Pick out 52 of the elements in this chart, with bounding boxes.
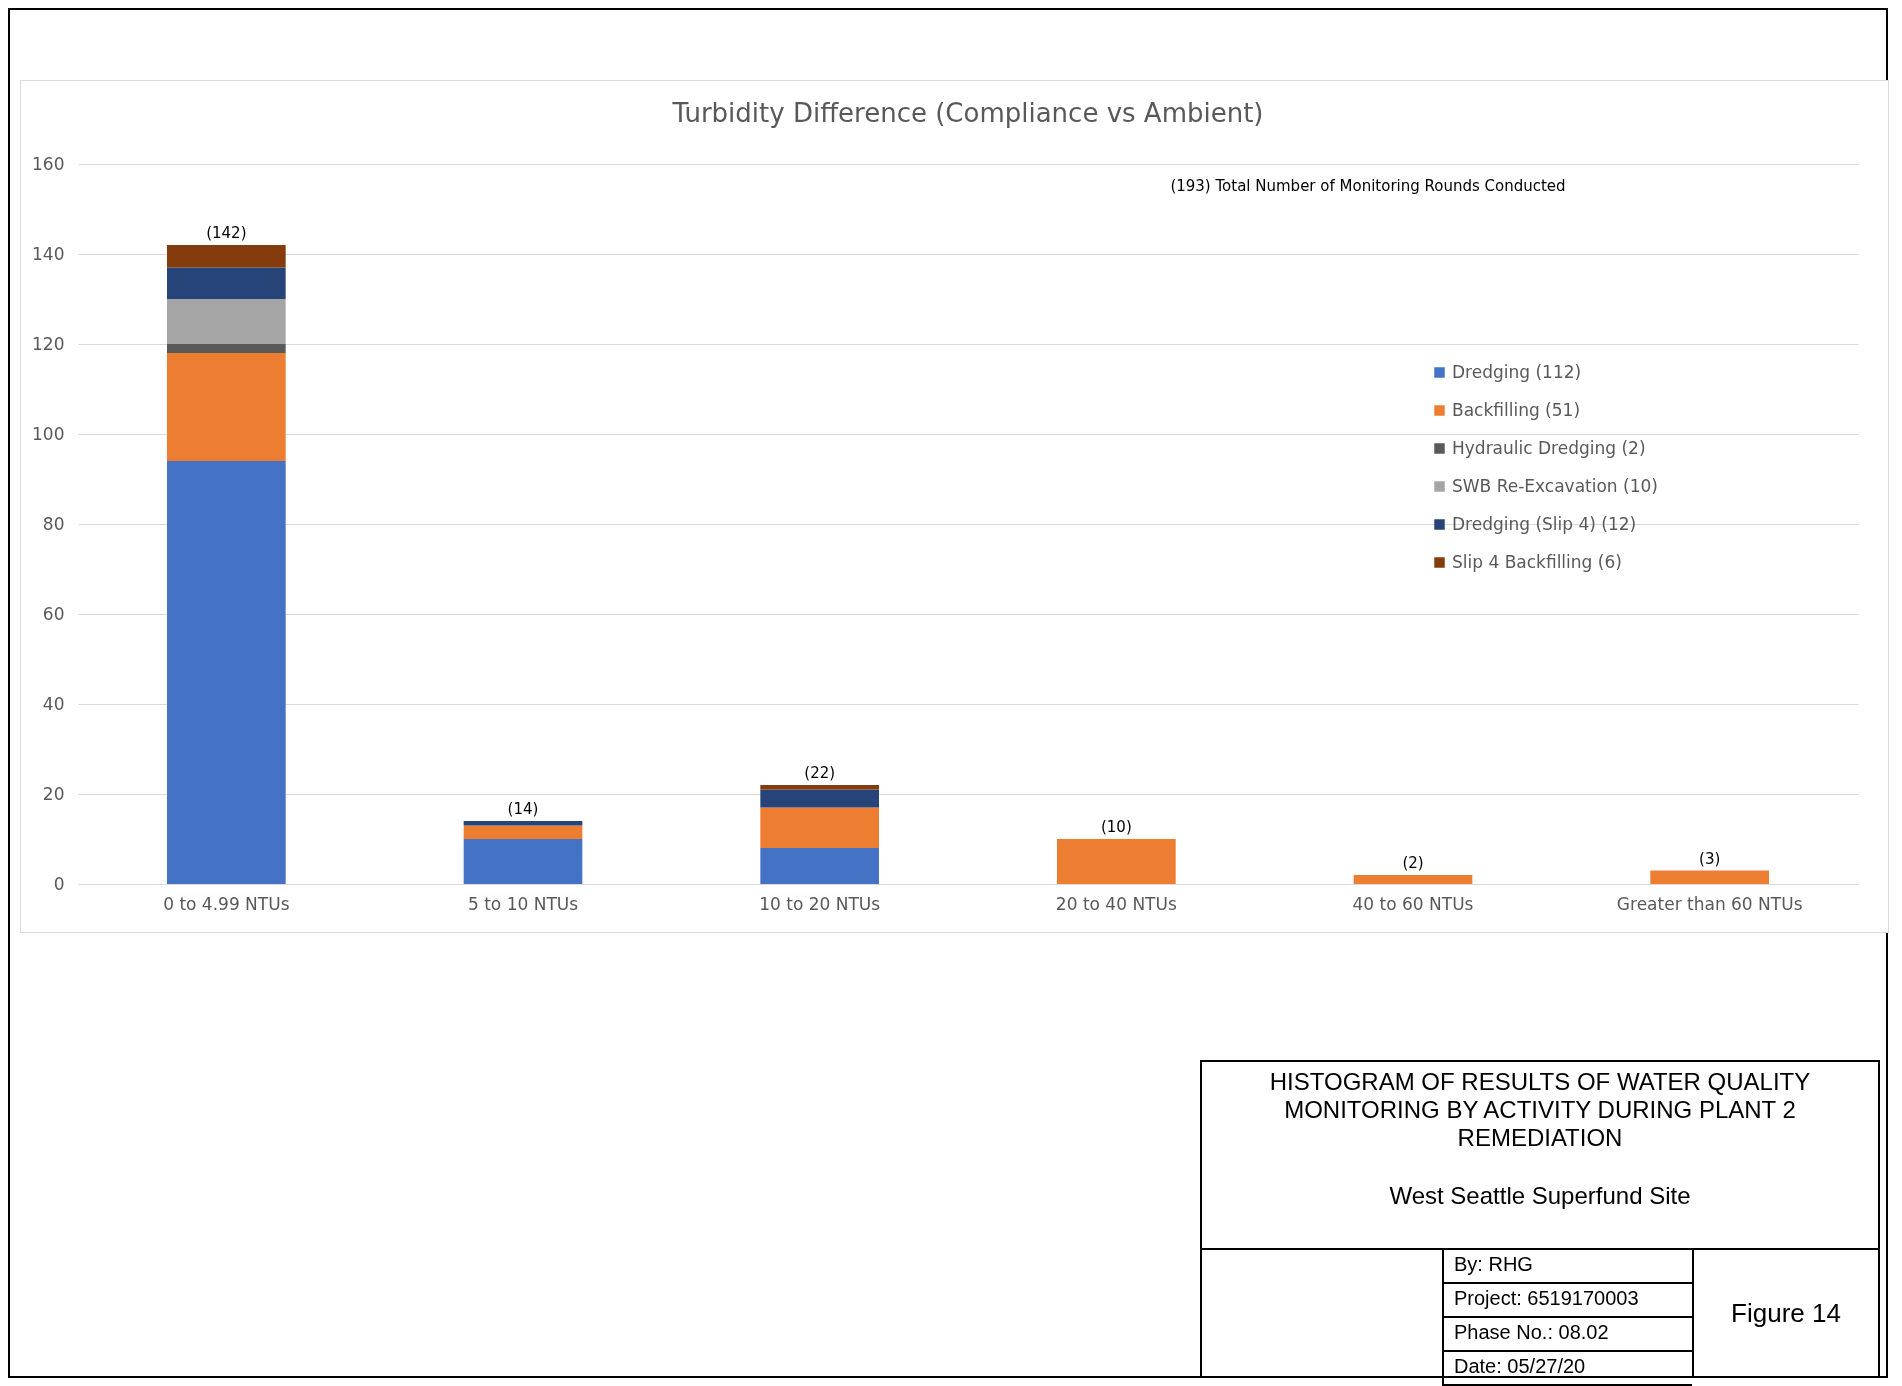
text: By: RHG xyxy=(1442,1250,1692,1284)
bar xyxy=(1353,875,1473,884)
y-tick-label: 160 xyxy=(32,153,65,174)
total-label: (3) xyxy=(1699,849,1721,868)
caption: Figure 14 xyxy=(1692,1250,1878,1376)
total-label: (22) xyxy=(804,764,836,782)
total-label: (10) xyxy=(1100,818,1132,836)
total-label: (14) xyxy=(507,800,539,818)
text: Phase No.: 08.02 xyxy=(1442,1318,1692,1352)
y-tick-label: 120 xyxy=(32,333,65,354)
bar xyxy=(167,245,286,268)
bar xyxy=(167,299,286,344)
bar xyxy=(463,825,583,839)
y-tick-label: 100 xyxy=(32,423,65,444)
y-tick-label: 60 xyxy=(42,603,65,624)
x-tick-label: Greater than 60 NTUs xyxy=(1616,893,1803,914)
legend-label: Slip 4 Backfilling (6) xyxy=(1452,551,1622,572)
y-tick-label: 140 xyxy=(32,243,65,264)
bar xyxy=(463,839,583,884)
legend-label: SWB Re-Excavation (10) xyxy=(1452,475,1658,496)
bar xyxy=(167,267,286,299)
text: HISTOGRAM OF RESULTS OF WATER QUALITY MONITORING BY ACTIVITY DURING PLANT 2 REMEDIATION xyxy=(1268,1068,1812,1152)
x-tick-label: 20 to 40 NTUs xyxy=(1055,893,1177,914)
y-tick-label: 20 xyxy=(42,783,65,804)
text: Date: 05/27/20 xyxy=(1442,1352,1692,1386)
legend-label: Dredging (112) xyxy=(1452,361,1582,382)
bar xyxy=(760,848,879,884)
y-tick-label: 40 xyxy=(42,693,65,714)
bar xyxy=(760,807,879,848)
annotation: (193) Total Number of Monitoring Rounds Conducted xyxy=(1170,177,1566,195)
chart-title: Turbidity Difference (Compliance vs Ambient) xyxy=(671,98,1264,128)
y-tick-label: 80 xyxy=(42,513,65,534)
text: West Seattle Superfund Site xyxy=(1388,1182,1692,1210)
bar xyxy=(1650,870,1769,884)
bar xyxy=(167,461,286,884)
text: Project: 6519170003 xyxy=(1442,1284,1692,1318)
legend-label: Backfilling (51) xyxy=(1452,399,1581,420)
total-label: (2) xyxy=(1402,854,1424,872)
bar xyxy=(760,789,879,808)
bar xyxy=(1057,839,1176,884)
x-tick-label: 5 to 10 NTUs xyxy=(467,893,579,914)
legend-label: Hydraulic Dredging (2) xyxy=(1452,437,1646,458)
x-tick-label: 0 to 4.99 NTUs xyxy=(163,893,290,914)
x-tick-label: 40 to 60 NTUs xyxy=(1352,893,1474,914)
y-tick-label: 0 xyxy=(53,873,65,894)
total-label: (142) xyxy=(206,224,247,242)
bar xyxy=(463,821,583,826)
legend-label: Dredging (Slip 4) (12) xyxy=(1452,513,1637,534)
bar xyxy=(760,785,879,790)
bar xyxy=(167,353,286,461)
bar xyxy=(167,344,286,353)
x-tick-label: 10 to 20 NTUs xyxy=(759,893,881,914)
